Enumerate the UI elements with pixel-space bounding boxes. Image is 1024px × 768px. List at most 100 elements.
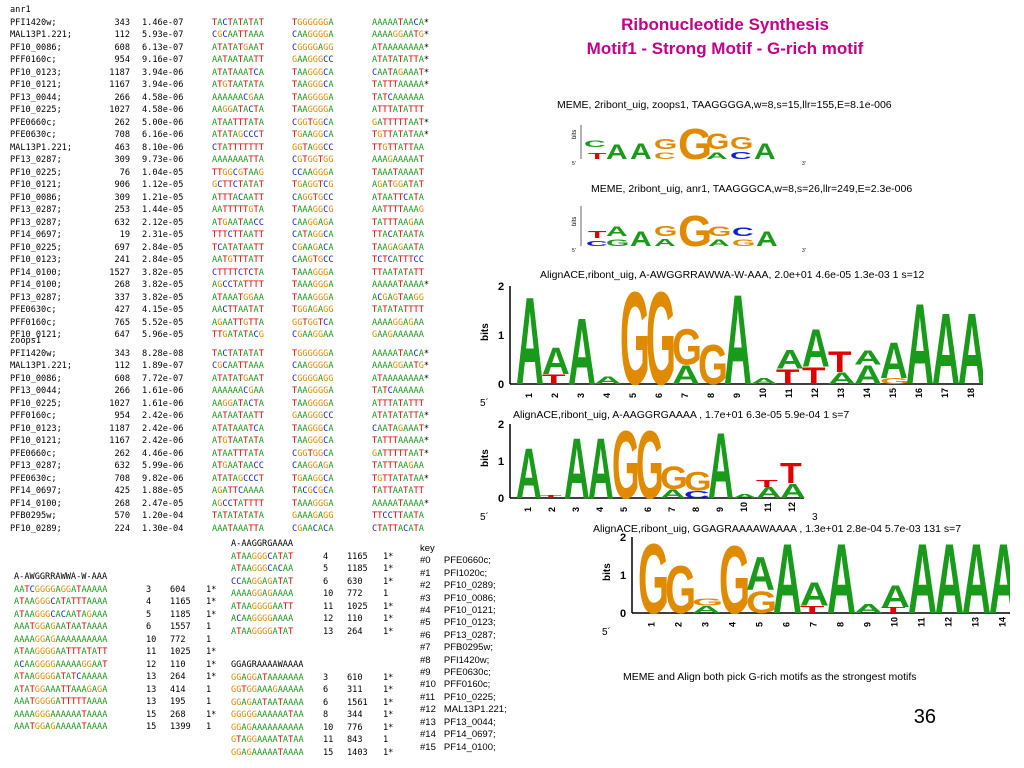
position-label: 8	[706, 393, 716, 398]
key-index: #15	[420, 741, 436, 753]
table-cell: 5.52e-05	[142, 317, 184, 328]
table-cell: 610	[347, 672, 363, 683]
table-cell: 1165	[170, 597, 191, 607]
table-row: MAL13P1.221; 463 8.10e-06 CTATTTTTTT GGTAGGC…	[10, 142, 452, 155]
sequence-cell: AATGTTTATT	[212, 255, 264, 265]
sequence-cell: CGAACACA	[292, 523, 334, 534]
sequence-cell: AAAAGGAGAA	[372, 317, 424, 328]
logo-letter-A: A	[935, 533, 964, 635]
table-cell: 954	[114, 55, 130, 65]
sequence-cell: TTTCTTAATT	[212, 230, 264, 240]
sequence-cell: CAAGGGGA	[292, 361, 334, 371]
logo-letter-A: A	[692, 604, 721, 615]
table-cell: 8.10e-06	[142, 142, 184, 153]
table-row: ACAAGGGGAAAA 12 110 1*	[231, 613, 403, 626]
y-axis-label: bits	[602, 563, 613, 581]
key-gene: PFI1420w;	[443, 654, 490, 666]
position-label: 2	[674, 622, 684, 627]
sequence-cell: TATATATATA	[212, 511, 264, 521]
table-cell: PF14_0697;	[10, 486, 62, 496]
y-tick-label: 2	[498, 282, 504, 293]
table-row: ATATGGAAATTAAAGAGA 13 414 1	[14, 684, 226, 697]
position-label: 4	[728, 622, 738, 627]
table-cell: 253	[114, 205, 130, 215]
logo-letter-A: A	[542, 340, 570, 383]
table-cell: 1399	[170, 722, 191, 732]
anr1-table: PFI1420w; 343 1.46e-07 TACTATATAT TGGGGGGA AA…	[10, 17, 452, 342]
sequence-cell: ATAATTTATA	[212, 117, 264, 128]
table-cell: 954	[114, 411, 130, 421]
table-cell: PFE0630c;	[10, 130, 57, 140]
sequence-cell: CCAAGGGA	[292, 167, 334, 178]
anr1-block: anr1 PFI1420w; 343 1.46e-07 TACTATATAT TGGGG…	[10, 4, 452, 342]
position-label: 5	[628, 393, 638, 398]
table-cell: 10	[146, 634, 157, 645]
sequence-cell: TAAGGGGA	[292, 92, 334, 103]
table-row: GGAGGATAAAAAAA 3 610 1*	[231, 672, 403, 685]
logo-letter-A: A	[750, 377, 778, 386]
table-cell: 1.30e-04	[142, 523, 184, 534]
logo-letter-A: A	[802, 318, 830, 378]
table-row: PF14_0697; 425 1.88e-05 AGATTCAAAA TACGCGCA T…	[10, 485, 452, 498]
table-cell: 6	[146, 622, 152, 632]
table-cell: 5.93e-07	[142, 30, 184, 40]
sequence-cell: AAAAATAAAA*	[372, 498, 430, 509]
table-cell: 1165	[347, 551, 368, 562]
logo-letter-A: A	[854, 602, 883, 616]
table-cell: PF10_0123;	[10, 255, 62, 265]
table-cell: 1027	[109, 398, 130, 409]
sequence-cell: AAAAAAATTA	[212, 155, 264, 165]
table-cell: 13	[146, 672, 157, 682]
table-row: PF10_0225; 1027 1.61e-06 AAGGATACTA TAAGGGGA…	[10, 398, 452, 411]
sequence-cell: TGAGGTCG	[292, 180, 334, 190]
key-index: #14	[420, 729, 436, 741]
table-cell: PFE0660c;	[10, 448, 57, 459]
table-row: PFB0295w; 570 1.20e-04 TATATATATA GAAAGAGG TT…	[10, 510, 452, 523]
table-cell: 6.16e-06	[142, 130, 184, 140]
position-label: 6	[643, 507, 653, 512]
y-tick-label: 0	[498, 379, 504, 391]
logo-letter-A: A	[800, 575, 829, 612]
anr1-header: anr1	[10, 5, 31, 15]
table-cell: 3	[323, 672, 329, 683]
table-row: GTAGGAAAATATAA 11 843 1	[231, 734, 403, 747]
table-cell: PF10_0121;	[10, 180, 62, 190]
sequence-cell: GCTTCTATAT	[212, 180, 264, 190]
table-cell: 1	[206, 722, 212, 732]
table-row: ATAAGGGGAATTTATATT 11 1025 1*	[14, 646, 226, 659]
table-row: GGAGAAAAAAAAAA 10 776 1*	[231, 722, 403, 735]
table-cell: PF13_0287;	[10, 205, 62, 215]
key-index: #2	[420, 580, 431, 592]
logo-letter-A: A	[672, 360, 700, 390]
sequence-cell: CAATAGAAAT*	[372, 423, 430, 434]
table-cell: 1.88e-05	[142, 486, 184, 496]
table-cell: 2.42e-06	[142, 423, 184, 434]
logo-letter-G: G	[684, 467, 712, 497]
key-index: #10	[420, 679, 436, 691]
table-cell: 11	[323, 735, 334, 745]
sequence-cell: TAAGGGCA	[292, 80, 334, 90]
table-cell: MAL13P1.221;	[10, 30, 73, 40]
logo-letter-T: T	[828, 346, 852, 379]
table-row: PF10_0225; 76 1.04e-05 TTGGCGTAAG CCAAGGGA TA…	[10, 167, 452, 180]
key-gene: PFB0295w;	[443, 642, 493, 654]
logo-letter-G: G	[880, 377, 910, 386]
position-label: 6	[782, 622, 792, 627]
table-row: ATAAGGGCATAT 4 1165 1*	[231, 551, 403, 564]
sequence-cell: ATATAAATCA	[212, 67, 264, 78]
table-cell: PF13_0287;	[10, 292, 62, 303]
table-cell: 262	[114, 448, 130, 459]
sequence-cell: CGGGGAGG	[292, 373, 334, 384]
sequence-cell: CGGGGAGG	[292, 42, 334, 53]
svg-text:A: A	[630, 139, 652, 164]
table-cell: 5.00e-06	[142, 117, 184, 128]
svg-text:A: A	[630, 228, 652, 251]
position-label: 1	[523, 507, 533, 512]
table-cell: 309	[114, 155, 130, 165]
position-label: 12	[787, 502, 797, 512]
table-cell: 1*	[383, 551, 394, 562]
table-cell: 19	[119, 230, 130, 240]
key-gene: PF13_0287;	[443, 629, 496, 641]
table-cell: 10	[323, 722, 334, 733]
sequence-cell: ATATAGCCCT	[212, 130, 264, 140]
